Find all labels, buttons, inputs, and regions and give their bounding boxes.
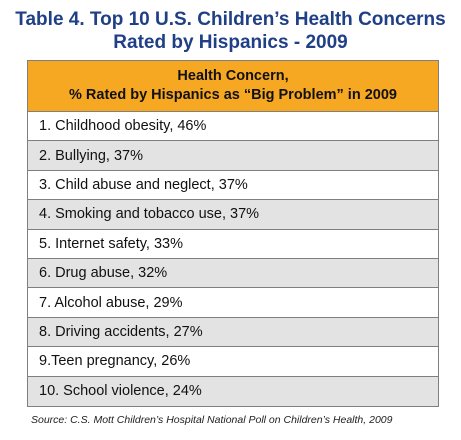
table-row: 5. Internet safety, 33% <box>28 230 438 259</box>
table-row: 9.Teen pregnancy, 26% <box>28 347 438 377</box>
table-row: 2. Bullying, 37% <box>28 141 438 171</box>
table-row: 10. School violence, 24% <box>28 376 438 406</box>
header-line-1: Health Concern, <box>177 68 289 84</box>
health-concerns-table: Health Concern, % Rated by Hispanics as … <box>27 60 439 407</box>
header-line-2: % Rated by Hispanics as “Big Problem” in… <box>69 87 397 103</box>
title-line-1: Table 4. Top 10 U.S. Children’s Health C… <box>15 9 446 30</box>
table-row: 8. Driving accidents, 27% <box>28 317 438 348</box>
table-header: Health Concern, % Rated by Hispanics as … <box>28 61 438 112</box>
table-row: 4. Smoking and tobacco use, 37% <box>28 200 438 230</box>
table-row: 1. Childhood obesity, 46% <box>28 112 438 142</box>
source-note: Source: C.S. Mott Children’s Hospital Na… <box>31 414 393 426</box>
title-line-2: Rated by Hispanics - 2009 <box>113 32 348 53</box>
table-row: 6. Drug abuse, 32% <box>28 258 438 289</box>
table-row: 3. Child abuse and neglect, 37% <box>28 171 438 201</box>
table-row: 7. Alcohol abuse, 29% <box>28 288 438 318</box>
page-title: Table 4. Top 10 U.S. Children’s Health C… <box>0 8 461 54</box>
